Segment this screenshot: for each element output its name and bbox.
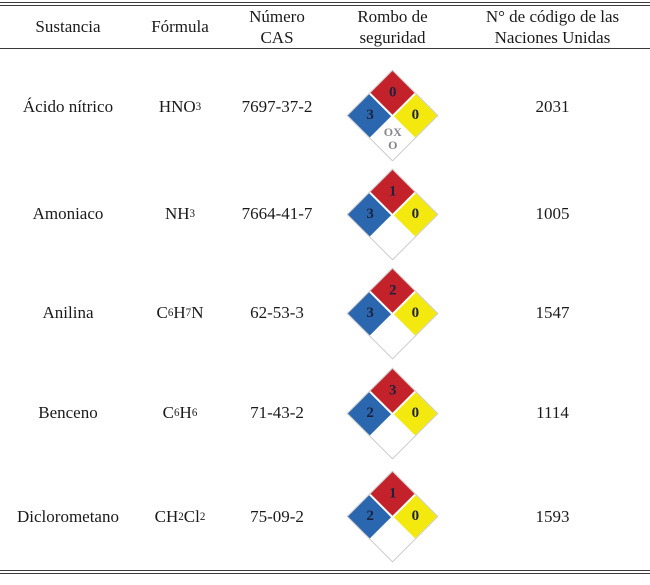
nfpa-diamond-icon: 2 0 3 [345, 265, 441, 361]
substance-cell: Diclorometano [17, 506, 119, 526]
header-safety-diamond: Rombo de seguridad [357, 6, 428, 47]
header-substance: Sustancia [35, 17, 101, 37]
table-row: Ácido nítrico HNO 3 7697-37-2 0 0 3 OX O … [0, 49, 650, 165]
un-code-cell: 1547 [535, 303, 570, 323]
diamond-cell: 0 0 3 OX O [330, 49, 455, 165]
substance-cell: Anilina [42, 303, 94, 323]
table-row: Amoniaco NH 3 7664-41-7 1 0 3 1005 [0, 165, 650, 263]
cas-cell: 75-09-2 [250, 506, 304, 526]
substance-cell: Benceno [38, 403, 98, 423]
cas-cell: 7664-41-7 [241, 204, 313, 224]
nfpa-diamond-icon: 1 0 2 [345, 469, 441, 565]
formula-cell: NH 3 [164, 204, 196, 224]
un-code-cell: 1593 [535, 506, 570, 526]
table-row: Diclorometano CH 2 Cl 2 75-09-2 1 0 2 1593 [0, 463, 650, 570]
header-cas: Número CAS [249, 6, 305, 47]
bottom-double-rule [0, 570, 650, 574]
nfpa-diamond-icon: 0 0 3 OX O [345, 67, 441, 163]
nfpa-diamond-icon: 1 0 3 [345, 166, 441, 262]
un-code-cell: 1005 [535, 204, 570, 224]
substance-cell: Amoniaco [32, 204, 104, 224]
diamond-cell: 3 0 2 [330, 363, 455, 463]
cas-cell: 7697-37-2 [241, 97, 313, 117]
diamond-cell: 1 0 3 [330, 165, 455, 263]
substance-cell: Ácido nítrico [22, 97, 114, 117]
table-header-row: Sustancia Fórmula Número CAS Rombo de se… [0, 6, 650, 48]
un-code-cell: 2031 [535, 97, 570, 117]
header-rule [0, 48, 650, 49]
un-code-cell: 1114 [536, 403, 569, 423]
nfpa-diamond-icon: 3 0 2 [345, 365, 441, 461]
diamond-cell: 1 0 2 [330, 463, 455, 570]
cas-cell: 62-53-3 [250, 303, 304, 323]
header-un-code: N° de código de las Naciones Unidas [485, 6, 620, 47]
diamond-cell: 2 0 3 [330, 263, 455, 363]
header-formula: Fórmula [151, 17, 209, 37]
formula-cell: CH 2 Cl 2 [154, 506, 206, 526]
cas-cell: 71-43-2 [250, 403, 304, 423]
top-double-rule [0, 2, 650, 6]
formula-cell: HNO 3 [158, 97, 202, 117]
